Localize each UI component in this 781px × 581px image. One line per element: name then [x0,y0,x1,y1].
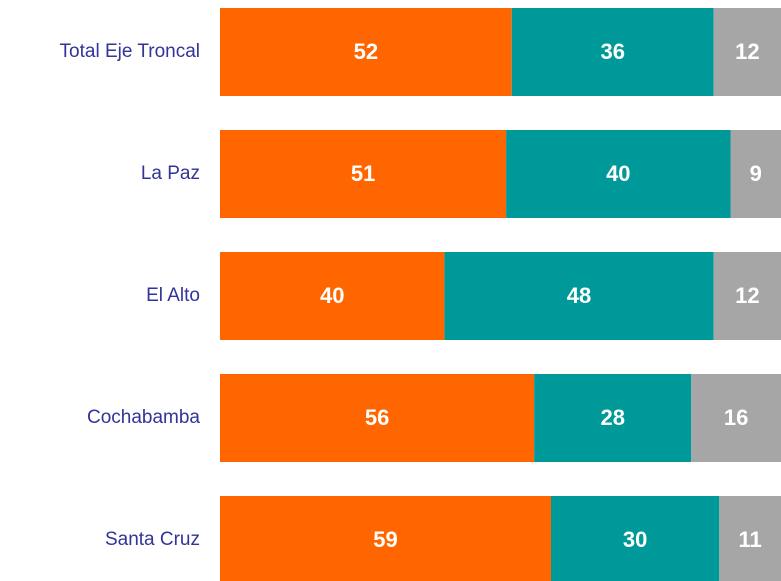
value-label: 9 [750,161,762,186]
bar-segment [506,130,731,218]
value-label: 36 [600,39,624,64]
bar-segment [691,374,781,462]
value-label: 12 [735,39,759,64]
bar-segment [220,496,551,581]
bar-segment [550,496,720,581]
value-label: 40 [320,283,344,308]
bar-segment [220,8,512,96]
category-label: El Alto [146,285,200,306]
bar-segment [713,8,781,96]
category-label: Total Eje Troncal [60,41,200,62]
bar-segment [719,496,781,581]
bar-segment [511,8,714,96]
value-label: 40 [606,161,630,186]
value-label: 28 [600,405,624,430]
bar-segment [444,252,714,340]
bar-segment [730,130,781,218]
value-label: 52 [354,39,378,64]
category-label: La Paz [141,163,200,184]
value-label: 48 [567,283,591,308]
value-label: 12 [735,283,759,308]
bar-segment [220,374,535,462]
bar-segment [220,130,507,218]
value-label: 11 [739,527,762,552]
bar-segment [534,374,692,462]
value-label: 30 [623,527,647,552]
category-label: Santa Cruz [105,529,200,550]
value-label: 16 [724,405,748,430]
value-label: 56 [365,405,389,430]
value-label: 51 [351,161,375,186]
bar-segment [220,252,445,340]
category-label: Cochabamba [87,407,200,428]
bar-segment [713,252,781,340]
value-label: 59 [373,527,397,552]
